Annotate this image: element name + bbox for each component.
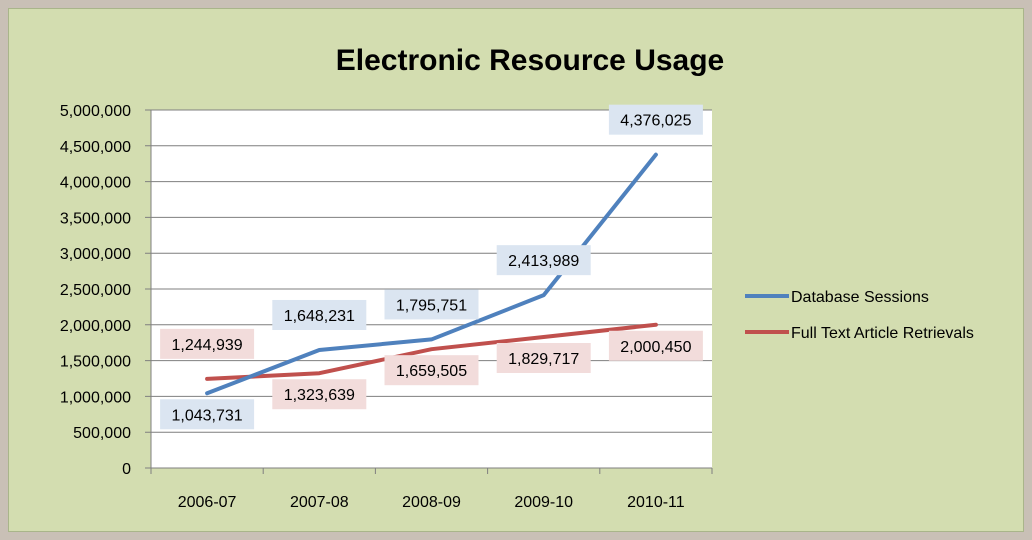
series-line-full-text-article-retrievals <box>205 322 658 381</box>
x-tick-label: 2007-08 <box>290 494 349 511</box>
data-label-text: 1,244,939 <box>172 337 243 354</box>
chart-title: Electronic Resource Usage <box>335 44 725 77</box>
y-tick-label: 4,000,000 <box>60 175 131 192</box>
data-label-text: 2,000,450 <box>620 339 691 356</box>
y-tick-label: 500,000 <box>73 425 131 442</box>
y-tick-label: 2,000,000 <box>60 318 131 335</box>
data-label-bg <box>160 328 255 359</box>
y-tick-label: 3,500,000 <box>60 210 131 227</box>
y-tick-label: 4,500,000 <box>60 139 131 156</box>
data-label: 1,659,505 <box>384 355 479 386</box>
data-label-text: 2,413,989 <box>508 253 579 270</box>
y-tick-label: 5,000,000 <box>60 103 131 120</box>
data-label-bg <box>384 355 479 386</box>
data-label: 1,323,639 <box>272 379 367 410</box>
data-label: 2,000,450 <box>608 330 703 361</box>
data-label: 1,829,717 <box>496 342 591 373</box>
data-label-bg <box>384 289 479 320</box>
data-label: 2,413,989 <box>496 245 591 276</box>
data-label: 4,376,025 <box>608 104 703 135</box>
x-tick-label: 2008-09 <box>402 494 461 511</box>
data-label-bg <box>608 330 703 361</box>
x-tick-label: 2009-10 <box>514 494 573 511</box>
y-tick-label: 3,000,000 <box>60 246 131 263</box>
data-label-text: 1,323,639 <box>284 387 355 404</box>
data-label-bg <box>608 104 703 135</box>
data-label: 1,043,731 <box>160 399 255 430</box>
x-tick-label: 2006-07 <box>178 494 237 511</box>
legend-label: Full Text Article Retrievals <box>791 325 974 342</box>
data-label-bg <box>272 379 367 410</box>
data-label-bg <box>496 342 591 373</box>
data-label-text: 1,648,231 <box>284 308 355 325</box>
x-tick-label: 2010-11 <box>627 494 685 511</box>
y-tick-label: 1,000,000 <box>60 389 131 406</box>
data-label-bg <box>160 399 255 430</box>
y-tick-label: 0 <box>122 461 131 478</box>
data-label-text: 1,795,751 <box>396 297 467 314</box>
y-tick-label: 2,500,000 <box>60 282 131 299</box>
legend-label: Database Sessions <box>791 289 929 306</box>
data-label-bg <box>272 299 367 330</box>
data-label: 1,648,231 <box>272 299 367 330</box>
data-label-text: 4,376,025 <box>620 113 691 130</box>
data-label-text: 1,659,505 <box>396 363 467 380</box>
data-label-text: 1,829,717 <box>508 351 579 368</box>
data-label-bg <box>496 245 591 276</box>
data-label-text: 1,043,731 <box>172 407 243 424</box>
data-label: 1,795,751 <box>384 289 479 320</box>
y-tick-label: 1,500,000 <box>60 354 131 371</box>
data-label: 1,244,939 <box>160 328 255 359</box>
